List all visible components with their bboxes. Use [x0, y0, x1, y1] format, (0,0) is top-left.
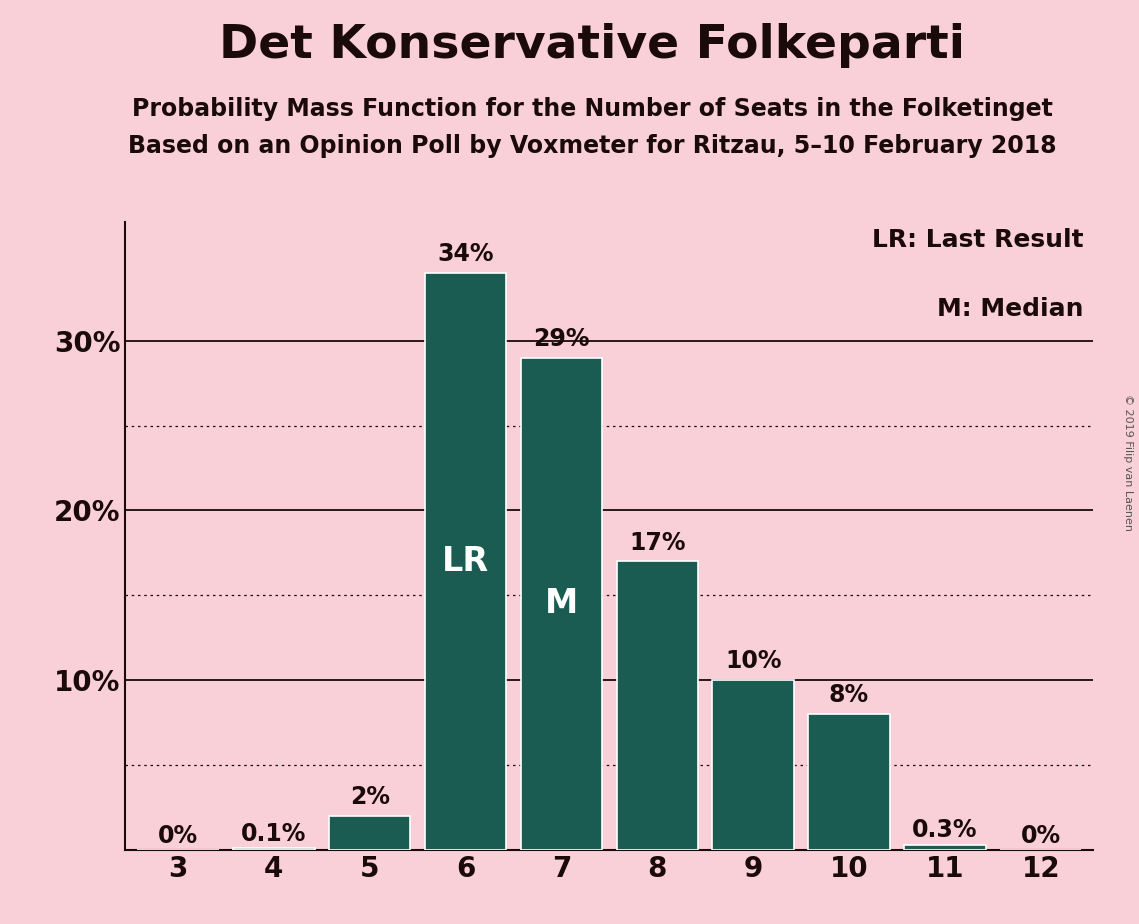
- Text: © 2019 Filip van Laenen: © 2019 Filip van Laenen: [1123, 394, 1133, 530]
- Text: 0%: 0%: [158, 823, 198, 847]
- Text: Probability Mass Function for the Number of Seats in the Folketinget: Probability Mass Function for the Number…: [132, 97, 1052, 121]
- Text: M: M: [544, 588, 579, 620]
- Bar: [809, 714, 890, 850]
- Bar: [329, 816, 410, 850]
- Text: LR: LR: [442, 545, 489, 578]
- Bar: [904, 845, 985, 850]
- Text: M: Median: M: Median: [937, 298, 1084, 322]
- Bar: [712, 680, 794, 850]
- Text: Based on an Opinion Poll by Voxmeter for Ritzau, 5–10 February 2018: Based on an Opinion Poll by Voxmeter for…: [128, 134, 1057, 158]
- Bar: [233, 848, 314, 850]
- Text: 0.1%: 0.1%: [241, 821, 306, 845]
- Text: 8%: 8%: [829, 684, 869, 708]
- Text: 2%: 2%: [350, 785, 390, 809]
- Bar: [425, 273, 507, 850]
- Text: Det Konservative Folkeparti: Det Konservative Folkeparti: [220, 23, 965, 68]
- Text: LR: Last Result: LR: Last Result: [872, 228, 1084, 252]
- Text: 0.3%: 0.3%: [912, 819, 977, 843]
- Text: 34%: 34%: [437, 242, 494, 266]
- Bar: [616, 562, 698, 850]
- Text: 29%: 29%: [533, 327, 590, 351]
- Text: 0%: 0%: [1021, 823, 1060, 847]
- Text: 10%: 10%: [724, 650, 781, 674]
- Bar: [521, 358, 603, 850]
- Text: 17%: 17%: [629, 530, 686, 554]
